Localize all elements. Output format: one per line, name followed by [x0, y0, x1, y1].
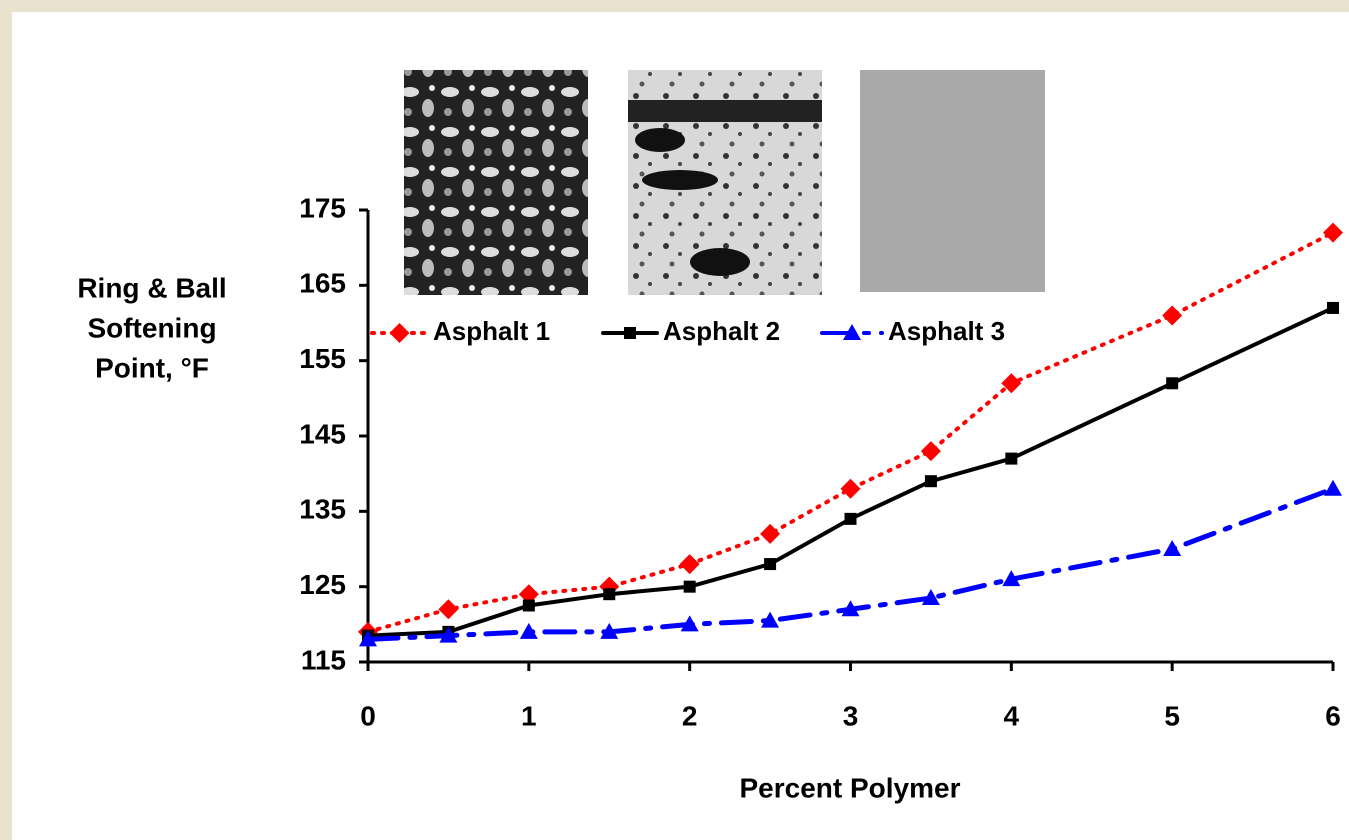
data-point: [921, 588, 940, 605]
legend-marker: [389, 323, 410, 343]
data-point: [761, 611, 780, 628]
data-point: [1163, 540, 1182, 556]
data-point: [683, 580, 696, 593]
y-axis-label: Point, °F: [95, 352, 209, 383]
data-point: [603, 588, 616, 601]
data-point: [920, 441, 941, 462]
y-axis-label: Softening: [87, 312, 216, 343]
x-tick-label: 4: [1004, 700, 1020, 731]
data-point: [600, 622, 619, 639]
x-tick-label: 0: [360, 700, 376, 731]
data-point: [439, 626, 458, 643]
micrograph-2-blob: [690, 248, 750, 276]
data-point: [924, 475, 937, 488]
micrograph-3: [860, 70, 1045, 292]
data-point: [840, 478, 861, 499]
y-tick-label: 125: [299, 569, 346, 600]
data-point: [1327, 301, 1339, 314]
data-point: [1005, 452, 1018, 465]
data-point: [1002, 570, 1021, 587]
data-point: [844, 512, 857, 525]
legend-marker: [843, 324, 861, 340]
legend-label: Asphalt 2: [663, 316, 780, 346]
data-point: [679, 554, 700, 575]
y-axis-label: Ring & Ball: [77, 272, 226, 303]
y-tick-label: 135: [299, 494, 346, 525]
micrographs: [404, 70, 1045, 295]
x-tick-label: 5: [1164, 700, 1180, 731]
data-point: [359, 630, 377, 647]
x-tick-label: 3: [843, 700, 859, 731]
data-point: [760, 523, 781, 544]
data-point: [764, 558, 777, 571]
data-point: [1001, 373, 1022, 394]
x-tick-label: 2: [682, 700, 698, 731]
micrograph-2-band: [628, 100, 822, 122]
legend-label: Asphalt 3: [888, 316, 1005, 346]
data-point: [522, 599, 535, 612]
legend-marker: [624, 327, 636, 339]
data-point: [680, 615, 699, 632]
micrograph-2-blob: [635, 128, 685, 152]
data-point: [841, 600, 860, 617]
series-line: [366, 230, 1335, 634]
data-point: [1324, 479, 1342, 496]
legend-label: Asphalt 1: [433, 316, 550, 346]
x-tick-label: 6: [1325, 700, 1341, 731]
micrograph-1: [404, 70, 588, 295]
data-point: [1162, 305, 1183, 326]
y-tick-label: 165: [299, 268, 346, 299]
y-tick-label: 155: [299, 343, 346, 374]
x-axis-label: Percent Polymer: [740, 772, 961, 803]
y-tick-label: 115: [301, 644, 346, 675]
data-point: [1323, 222, 1343, 243]
x-tick-label: 1: [521, 700, 537, 731]
data-point: [519, 622, 538, 639]
micrograph-2-blob: [642, 170, 718, 190]
data-point: [518, 584, 539, 605]
y-tick-label: 175: [299, 192, 346, 223]
data-point: [1166, 377, 1179, 390]
data-point: [438, 599, 459, 620]
y-tick-label: 145: [299, 418, 346, 449]
